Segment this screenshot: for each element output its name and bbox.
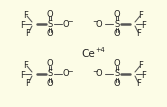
Text: F: F	[137, 28, 141, 37]
Text: O: O	[47, 30, 53, 39]
Text: O: O	[47, 59, 53, 68]
Text: −: −	[67, 69, 73, 75]
Text: F: F	[137, 79, 141, 88]
Text: S: S	[114, 19, 120, 28]
Text: F: F	[139, 60, 143, 70]
Text: F: F	[24, 60, 28, 70]
Text: F: F	[142, 21, 146, 30]
Text: O: O	[114, 10, 120, 19]
Text: O: O	[114, 59, 120, 68]
Text: Ce: Ce	[81, 49, 95, 59]
Text: F: F	[142, 71, 146, 80]
Text: O: O	[63, 19, 69, 28]
Text: −: −	[67, 19, 73, 25]
Text: O: O	[47, 80, 53, 88]
Text: O: O	[63, 70, 69, 79]
Text: O: O	[47, 10, 53, 19]
Text: O: O	[96, 70, 102, 79]
Text: S: S	[47, 70, 53, 79]
Text: O: O	[96, 19, 102, 28]
Text: O: O	[114, 80, 120, 88]
Text: +4: +4	[95, 47, 105, 53]
Text: −: −	[92, 19, 98, 25]
Text: S: S	[47, 19, 53, 28]
Text: −: −	[92, 69, 98, 75]
Text: F: F	[26, 28, 30, 37]
Text: F: F	[21, 71, 25, 80]
Text: O: O	[114, 30, 120, 39]
Text: S: S	[114, 70, 120, 79]
Text: F: F	[21, 21, 25, 30]
Text: F: F	[26, 79, 30, 88]
Text: F: F	[24, 10, 28, 19]
Text: F: F	[139, 10, 143, 19]
